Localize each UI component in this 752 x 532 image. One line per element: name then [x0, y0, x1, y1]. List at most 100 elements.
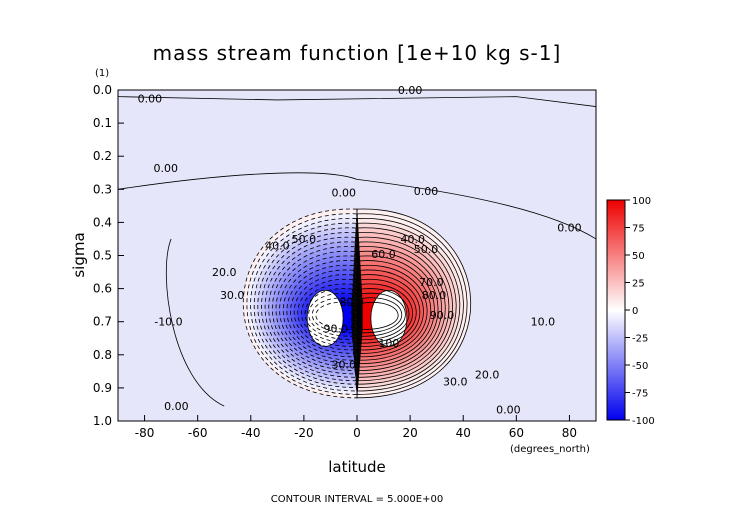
contour-label: 90.0: [324, 322, 349, 335]
southern-cell-contour-line: [275, 251, 356, 368]
x-tick-label: -60: [188, 426, 208, 440]
contour-label: 60.0: [371, 248, 396, 261]
contour-label: 0.00: [414, 185, 439, 198]
x-tick-label: 20: [402, 426, 417, 440]
southern-cell-contour-line: [308, 292, 353, 337]
contour-label: 80.0: [422, 289, 447, 302]
northern-cell-contour-line: [358, 241, 446, 375]
contour-label: 0.00: [164, 400, 189, 413]
southern-cell-contour-line: [290, 269, 354, 354]
contour-label: 50.0: [414, 243, 439, 256]
northern-cell-contour-line: [359, 255, 435, 365]
y-tick-label: 0.4: [93, 215, 112, 229]
northern-cell-contour-line: [361, 288, 410, 341]
y-tick-label: 0.8: [93, 348, 112, 362]
contour-labels: 0.000.000.000.00 0.000.0040.050.020.030.0…: [138, 84, 582, 416]
contour-label: 0.00: [331, 187, 356, 200]
northern-cell-contour-line: [360, 279, 417, 347]
colorbar-tick-label: 100: [632, 196, 651, 207]
x-axis: -80 -60 -40 -20 0 20 40 60 80: [135, 415, 577, 440]
northern-cell-contour-line: [359, 260, 432, 361]
northern-cell-contour-line: [358, 246, 442, 371]
contour-label: 30.0: [220, 289, 245, 302]
colorbar-tick-label: 25: [632, 279, 645, 290]
northern-cell-contour-line: [361, 292, 406, 337]
y-axis: 0.0 0.1 0.2 0.3 0.4 0.5 0.6 0.7 0.8 0.9 1.0: [93, 83, 124, 428]
contour-label: 10.0: [531, 316, 556, 329]
southern-cell-contour-line: [297, 279, 354, 347]
northern-cell-contour-line: [360, 269, 424, 354]
southern-cell-contour-line: [268, 241, 356, 375]
southern-cell-contour-line: [250, 218, 357, 392]
chart-title: mass stream function [1e+10 kg s-1]: [153, 41, 562, 65]
x-tick-label: -80: [135, 426, 155, 440]
contour-interval-footer: CONTOUR INTERVAL = 5.000E+00: [271, 494, 443, 505]
y-tick-label: 0.9: [93, 381, 112, 395]
colorbar-tick-label: 0: [632, 306, 638, 317]
southern-cell-contour-line: [286, 265, 355, 358]
colorbar-tick-label: 50: [632, 251, 645, 262]
colorbar-tick-label: 75: [632, 224, 645, 235]
contour-label: 20.0: [212, 266, 237, 279]
southern-cell-contour-line: [315, 301, 353, 330]
contour-label: 40.0: [401, 233, 426, 246]
contour-label: 0.00: [557, 221, 582, 234]
x-axis-title: latitude: [328, 458, 386, 476]
contour-label: 90.0: [430, 309, 455, 322]
x-tick-label: 60: [509, 426, 524, 440]
y-tick-label: 0.3: [93, 182, 112, 196]
southern-cell-contour-line: [282, 260, 355, 361]
southern-cell-contour-line: [272, 246, 356, 371]
colorbar-tick-label: -100: [632, 416, 655, 427]
zero-contour-line: [118, 96, 596, 107]
southern-cell-contour-line: [253, 222, 357, 388]
northern-cell-contour-line: [357, 218, 464, 392]
y-tick-label: 0.5: [93, 249, 112, 263]
y-axis-title: sigma: [70, 232, 88, 277]
southern-cell-contour-line: [242, 208, 358, 399]
colorbar-tick-label: -75: [632, 389, 648, 400]
x-tick-label: -40: [241, 426, 261, 440]
contour-lines: [118, 96, 596, 407]
contour-label: 0.00: [138, 92, 163, 105]
northern-cell-contour-line: [359, 265, 428, 358]
southern-cell-contour-line: [293, 274, 354, 351]
x-tick-label: -20: [294, 426, 314, 440]
southern-cell-contour-line: [301, 283, 354, 344]
contour-label: 0.00: [496, 403, 521, 416]
contour-label: 70.0: [419, 276, 444, 289]
zero-contour-line: [166, 238, 225, 407]
x-tick-label: 40: [456, 426, 471, 440]
contour-label: 30.0: [443, 375, 468, 388]
southern-cell-contour-line: [257, 227, 357, 385]
y-tick-label: 0.6: [93, 282, 112, 296]
contour-label: 80.0: [339, 296, 364, 309]
contour-label: 30.0: [331, 359, 356, 372]
northern-cell-contour-line: [360, 274, 421, 351]
northern-cell-contour-line: [360, 283, 413, 344]
y-tick-label: 0.1: [93, 116, 112, 130]
southern-cell-contour-line: [264, 236, 356, 378]
northern-cell-contour-line: [357, 227, 457, 385]
colorbar-tick-label: -25: [632, 334, 648, 345]
y-tick-label: 0.2: [93, 149, 112, 163]
contour-label: 100: [378, 337, 399, 350]
y-tick-label: 0.0: [93, 83, 112, 97]
contour-label: 40.0: [265, 240, 290, 253]
colorbar-tick-label: -50: [632, 361, 648, 372]
contour-label: -10.0: [154, 316, 182, 329]
contour-label: 20.0: [475, 369, 500, 382]
contour-label: 0.00: [154, 162, 179, 175]
northern-cell-contour-line: [358, 251, 439, 368]
southern-cell-contour-line: [279, 255, 355, 365]
contour-label: 50.0: [292, 233, 317, 246]
southern-cell-contour-line: [261, 232, 357, 382]
northern-cell-contour-line: [361, 297, 403, 334]
x-tick-label: 80: [562, 426, 577, 440]
northern-cell-contour-line: [357, 222, 461, 388]
y-tick-label: 1.0: [93, 414, 112, 428]
y-tick-label: 0.7: [93, 315, 112, 329]
colorbar-ticks: 100 75 50 25 0 -25 -50 -75 -100: [625, 196, 655, 427]
northern-cell-contour-line: [358, 236, 450, 378]
